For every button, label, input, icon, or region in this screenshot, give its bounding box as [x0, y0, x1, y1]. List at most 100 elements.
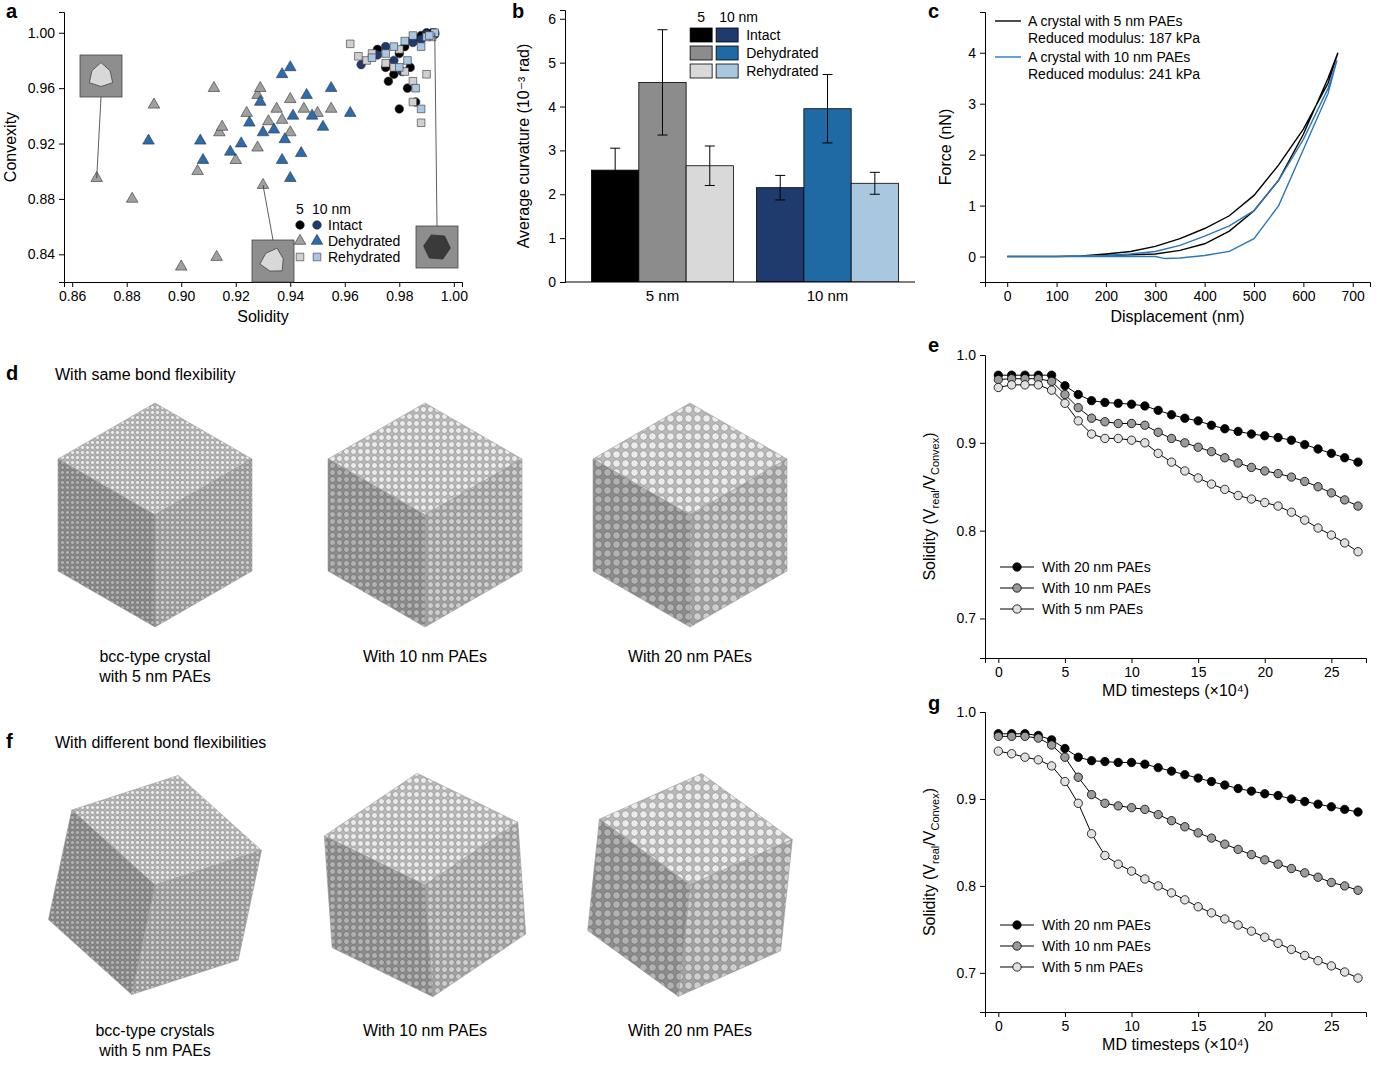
point	[295, 147, 307, 157]
point	[298, 102, 310, 112]
crystal-face	[58, 459, 155, 627]
marks	[994, 371, 1362, 556]
tick-mark	[980, 443, 985, 444]
point	[1114, 758, 1122, 766]
point	[1087, 790, 1095, 798]
caption: With 20 nm PAEs	[628, 648, 752, 665]
point	[346, 40, 354, 48]
legend-label: Dehydrated	[328, 233, 400, 249]
error-cap	[870, 194, 880, 195]
error-cap	[775, 175, 785, 176]
point	[284, 171, 296, 181]
caption: With 20 nm PAEs	[628, 1022, 752, 1039]
point	[1207, 834, 1215, 842]
axis-title: Convexity	[2, 112, 19, 182]
point	[1087, 430, 1095, 438]
tick: 1.0	[957, 704, 985, 720]
tick: 500	[1243, 282, 1267, 304]
tick: 0.9	[957, 435, 985, 451]
point	[1074, 753, 1082, 761]
point	[409, 98, 417, 106]
tick-label: 25	[1324, 1018, 1340, 1034]
tick-label: 5	[1062, 1018, 1070, 1034]
error-stem	[780, 175, 781, 200]
inset-crystal	[260, 248, 283, 271]
crystal-face	[48, 810, 155, 994]
legend-header: 10 nm	[312, 201, 351, 217]
tick: 0.96	[332, 282, 359, 304]
line	[998, 379, 1358, 506]
point	[1247, 927, 1255, 935]
point	[1354, 548, 1362, 556]
tick: 0	[968, 249, 985, 265]
error-cap	[870, 172, 880, 173]
error-cap	[775, 199, 785, 200]
marks	[592, 30, 899, 282]
tick: 300	[1144, 282, 1168, 304]
tick-label: 1	[968, 198, 976, 214]
tick-mark	[1254, 282, 1255, 287]
legend-label: With 5 nm PAEs	[1042, 959, 1143, 975]
tick-mark	[1106, 282, 1107, 287]
point	[192, 165, 204, 175]
point	[1194, 774, 1202, 782]
crystal-face	[588, 819, 690, 996]
point	[284, 61, 296, 71]
crystal-shade	[58, 459, 155, 627]
inset	[252, 240, 294, 282]
axis-line	[59, 13, 65, 283]
tick-label: 300	[1144, 288, 1168, 304]
point	[1247, 850, 1255, 858]
point	[1154, 810, 1162, 818]
tick: 600	[1292, 282, 1316, 304]
axis-title: MD timesteps (×10⁴)	[1102, 1036, 1249, 1053]
x-axis: 0100200300400500600700	[986, 282, 1371, 304]
inset	[80, 55, 122, 97]
axis-title: Solidity (Vreal/VConvex)	[921, 788, 941, 936]
point	[417, 119, 425, 127]
tick-mark	[1353, 282, 1354, 287]
point	[1047, 386, 1055, 394]
tick-mark	[1331, 658, 1332, 663]
tick-mark	[980, 531, 985, 532]
crystal	[58, 403, 252, 627]
tick: 0.88	[28, 191, 64, 207]
leader-line	[97, 97, 101, 178]
point	[1287, 795, 1295, 803]
point	[1274, 939, 1282, 947]
point	[1007, 732, 1015, 740]
legend: With 20 nm PAEsWith 10 nm PAEsWith 5 nm …	[1000, 559, 1151, 617]
point	[1207, 909, 1215, 917]
point	[1074, 390, 1082, 398]
tick-label: 1.00	[441, 288, 468, 304]
point	[1221, 425, 1229, 433]
point	[1207, 447, 1215, 455]
point	[1274, 860, 1282, 868]
line	[998, 385, 1358, 552]
point	[409, 77, 417, 85]
tick-mark	[59, 199, 64, 200]
point	[1340, 539, 1348, 547]
tick: 3	[548, 142, 565, 158]
point	[244, 116, 256, 126]
tick-mark	[1132, 1012, 1133, 1017]
tick-mark	[59, 144, 64, 145]
point	[1221, 781, 1229, 789]
tick: 10	[1124, 658, 1140, 680]
axis-title: Solidity (Vreal/VConvex)	[921, 432, 941, 580]
point	[1154, 763, 1162, 771]
tick-label: 0.86	[59, 288, 86, 304]
axis-line	[560, 11, 566, 283]
point	[306, 109, 318, 119]
tick-label: 0	[995, 664, 1003, 680]
crystal	[324, 773, 525, 996]
tick: 1.00	[28, 25, 64, 41]
point	[1167, 434, 1175, 442]
point	[1141, 439, 1149, 447]
tick-mark	[72, 282, 73, 287]
point	[225, 145, 237, 155]
point	[235, 137, 247, 147]
axis-title-part: )	[921, 788, 938, 793]
point	[1181, 823, 1189, 831]
crystal-shade	[155, 459, 252, 627]
